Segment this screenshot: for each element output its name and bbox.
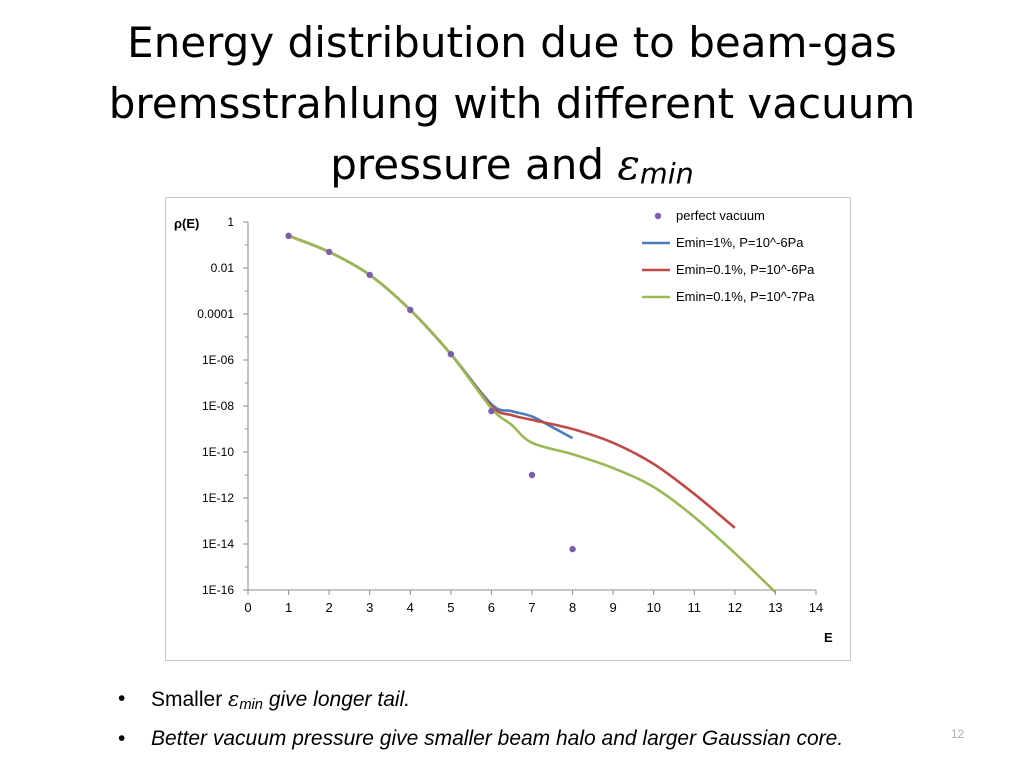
x-tick-label: 4: [407, 600, 414, 615]
y-axis-label: ρ(E): [174, 216, 199, 231]
data-point: [528, 471, 536, 479]
bullet-item: • Smaller εmin give longer tail.: [118, 682, 1018, 722]
title-line-1: Energy distribution due to beam-gas: [127, 18, 897, 67]
title-line-3-text: pressure and: [330, 140, 618, 189]
y-tick-label: 0.0001: [197, 307, 234, 321]
x-tick-label: 0: [244, 600, 251, 615]
bullet-dot: •: [118, 726, 126, 750]
chart-axes: 1 0.01 0.0001 1E-06 1E-08 1E-10 1E-12 1E-14 1E-1…: [197, 215, 823, 615]
x-tick-label: 3: [366, 600, 373, 615]
y-tick-label: 1: [227, 215, 234, 229]
title-line-2: bremsstrahlung with different vacuum: [108, 79, 916, 128]
bullet-text-prefix: Smaller: [151, 688, 229, 711]
bullet-dot: •: [118, 687, 126, 710]
y-tick-label: 1E-06: [202, 353, 234, 367]
y-tick-label: 1E-12: [202, 491, 234, 505]
epsilon-subscript: min: [639, 156, 694, 191]
x-tick-label: 10: [646, 600, 660, 615]
data-point: [447, 350, 455, 358]
x-tick-label: 12: [728, 600, 742, 615]
x-tick-label: 11: [688, 600, 702, 615]
data-point: [488, 407, 495, 415]
x-tick-label: 1: [285, 600, 292, 615]
series-line-2: [288, 234, 736, 529]
epsilon-symbol: ε: [617, 140, 640, 189]
y-tick-label: 1E-16: [202, 583, 234, 597]
title-line-3: pressure and εmin: [60, 134, 964, 204]
data-point: [325, 248, 333, 256]
bullet-text-suffix: give longer tail.: [262, 688, 411, 711]
page-number: 12: [951, 727, 965, 741]
data-point: [407, 306, 414, 314]
slide-title: Energy distribution due to beam-gas brem…: [60, 12, 964, 204]
energy-distribution-chart: 1 0.01 0.0001 1E-06 1E-08 1E-10 1E-12 1E-14 1E-1…: [174, 208, 833, 645]
x-tick-label: 9: [610, 600, 617, 615]
bullet-epsilon-subscript: min: [239, 696, 263, 713]
x-tick-label: 2: [326, 600, 333, 615]
x-tick-label: 5: [447, 600, 454, 615]
x-tick-label: 13: [768, 600, 782, 615]
bullet-epsilon-symbol: ε: [228, 687, 240, 711]
data-point: [569, 545, 576, 553]
x-tick-label: 14: [809, 600, 823, 615]
bullet-item: • Better vacuum pressure give smaller be…: [118, 722, 1018, 756]
y-tick-label: 1E-10: [202, 445, 234, 459]
y-tick-label: 1E-14: [202, 537, 234, 551]
legend-label: Emin=0.1%, P=10^-7Pa: [676, 289, 815, 304]
series-line-1: [288, 234, 574, 440]
x-tick-label: 7: [528, 600, 535, 615]
chart-frame: 1 0.01 0.0001 1E-06 1E-08 1E-10 1E-12 1E-14 1E-1…: [165, 197, 851, 661]
data-point: [366, 271, 373, 279]
y-tick-label: 1E-08: [202, 399, 234, 413]
x-tick-label: 6: [488, 600, 495, 615]
legend-label: Emin=1%, P=10^-6Pa: [676, 235, 804, 250]
chart-series-markers: [285, 232, 576, 553]
x-axis-label: E: [824, 630, 833, 645]
x-tick-label: 8: [569, 600, 576, 615]
bullet-text: Better vacuum pressure give smaller beam…: [151, 726, 844, 750]
legend-label: perfect vacuum: [676, 208, 765, 223]
y-tick-label: 0.01: [211, 261, 235, 275]
chart-legend: perfect vacuum Emin=1%, P=10^-6Pa Emin=0.1…: [642, 208, 815, 304]
data-point: [285, 232, 292, 240]
bullet-list: • Smaller εmin give longer tail. • Bette…: [118, 682, 1018, 756]
legend-label: Emin=0.1%, P=10^-6Pa: [676, 262, 815, 277]
series-line-3: [288, 234, 777, 594]
legend-marker: [654, 212, 662, 220]
